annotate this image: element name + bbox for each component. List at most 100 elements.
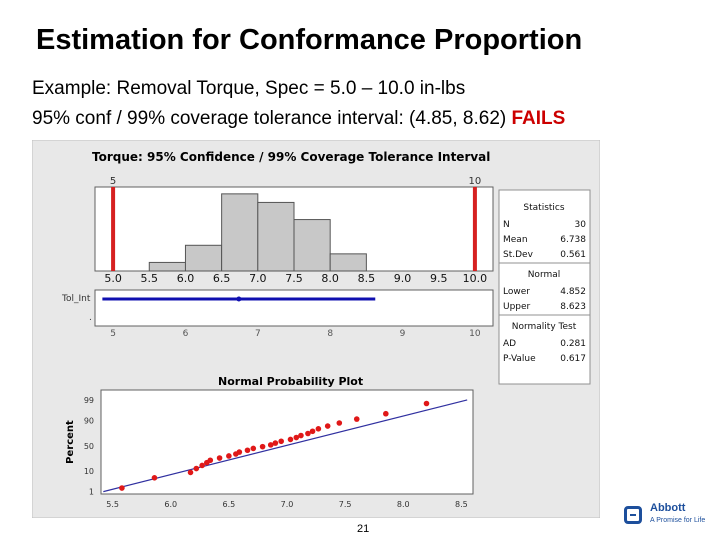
interval-panel bbox=[94, 289, 494, 327]
probability-x-tick-label: 6.0 bbox=[164, 500, 177, 509]
histogram-tick-label: 6.0 bbox=[177, 272, 195, 285]
probability-point bbox=[298, 432, 304, 439]
probability-points bbox=[119, 400, 430, 491]
tolerance-interval-statement: 95% conf / 99% coverage tolerance interv… bbox=[32, 108, 565, 130]
probability-y-tick-label: 90 bbox=[84, 417, 94, 426]
interval-tick-label: 6 bbox=[183, 329, 189, 339]
probability-point bbox=[324, 423, 331, 429]
histogram-x-ticks: 5.0 5.5 6.0 6.5 7.0 7.5 8.0 8.5 9.0 9.5 10.0 bbox=[104, 272, 487, 285]
stats-row-value: 0.561 bbox=[560, 250, 586, 260]
fit-line bbox=[103, 399, 468, 493]
probability-point bbox=[187, 469, 194, 476]
histogram-tick-label: 7.5 bbox=[285, 272, 303, 285]
histogram-tick-label: 8.5 bbox=[358, 272, 376, 285]
probability-point bbox=[226, 453, 232, 459]
statistics-table: Statistics N 30 Mean 6.738 St.Dev 0.561 Normal L… bbox=[499, 203, 590, 364]
stats-row-value: 8.623 bbox=[560, 302, 586, 312]
interval-row-label-2: . bbox=[89, 313, 92, 323]
probability-point bbox=[207, 457, 214, 464]
abbott-logo: Abbott A Promise for Life bbox=[624, 498, 706, 532]
histogram-bar bbox=[293, 219, 331, 272]
probability-x-ticks: 5.5 6.0 6.5 7.0 7.5 8.0 8.5 bbox=[106, 500, 467, 509]
stats-row-value: 6.738 bbox=[560, 235, 586, 245]
probability-y-tick-label: 1 bbox=[89, 488, 94, 497]
probability-x-tick-label: 8.5 bbox=[455, 500, 468, 509]
logo-name: Abbott bbox=[650, 502, 686, 514]
histogram-title: Torque: 95% Confidence / 99% Coverage To… bbox=[92, 150, 490, 164]
probability-point bbox=[216, 455, 223, 461]
histogram-tick-label: 9.0 bbox=[394, 272, 412, 285]
stats-row-label: St.Dev bbox=[503, 250, 534, 260]
probability-y-axis-label: Percent bbox=[65, 420, 76, 464]
stats-row-label: P-Value bbox=[503, 354, 536, 364]
probability-y-tick-label: 99 bbox=[84, 396, 94, 405]
interval-text: 95% conf / 99% coverage tolerance interv… bbox=[32, 108, 512, 129]
probability-x-tick-label: 7.0 bbox=[281, 500, 294, 509]
stats-section-header: Normal bbox=[528, 270, 561, 280]
probability-point bbox=[236, 449, 243, 455]
histogram-bar bbox=[329, 253, 367, 272]
probability-point bbox=[309, 428, 316, 435]
probability-point bbox=[336, 420, 343, 426]
probability-point bbox=[250, 445, 257, 452]
histogram-bars bbox=[148, 193, 367, 272]
probability-point bbox=[287, 436, 294, 443]
probability-x-tick-label: 5.5 bbox=[106, 500, 119, 509]
probability-point bbox=[272, 440, 279, 446]
stats-row-value: 30 bbox=[575, 220, 587, 230]
tolerance-interval-figure: Torque: 95% Confidence / 99% Coverage To… bbox=[32, 140, 600, 518]
probability-point bbox=[259, 443, 266, 450]
stats-section-header: Normality Test bbox=[512, 322, 577, 332]
probability-point bbox=[305, 430, 311, 437]
probability-point bbox=[383, 410, 389, 417]
stats-row-label: N bbox=[503, 220, 510, 230]
probability-point bbox=[353, 416, 360, 422]
interval-tick-label: 7 bbox=[255, 329, 261, 339]
stats-row-label: Mean bbox=[503, 235, 528, 245]
probability-y-tick-label: 50 bbox=[84, 442, 94, 451]
histogram-bar bbox=[148, 261, 186, 272]
page-number: 21 bbox=[357, 523, 370, 535]
stats-row-label: Lower bbox=[503, 287, 530, 297]
spec-limit-lines: 5 10 bbox=[110, 176, 481, 271]
interval-tick-label: 10 bbox=[469, 329, 481, 339]
histogram-tick-label: 5.0 bbox=[104, 272, 122, 285]
stats-row-value: 0.617 bbox=[560, 354, 586, 364]
histogram-bar bbox=[221, 193, 259, 272]
stats-row-label: AD bbox=[503, 339, 516, 349]
tolerance-interval-line bbox=[102, 296, 376, 302]
stats-row-value: 4.852 bbox=[560, 287, 586, 297]
abbott-logo-icon bbox=[624, 506, 642, 524]
interval-x-ticks: 5 6 7 8 9 10 bbox=[110, 329, 481, 339]
probability-x-tick-label: 7.5 bbox=[339, 500, 352, 509]
probability-point bbox=[244, 447, 251, 454]
stats-section-header: Statistics bbox=[523, 203, 564, 213]
spec-limit-label: 10 bbox=[469, 176, 482, 187]
probability-point bbox=[423, 400, 430, 407]
histogram-tick-label: 10.0 bbox=[463, 272, 488, 285]
histogram-tick-label: 5.5 bbox=[141, 272, 159, 285]
probability-y-ticks: 1 10 50 90 99 bbox=[84, 396, 94, 497]
example-description: Example: Removal Torque, Spec = 5.0 – 10… bbox=[32, 78, 466, 99]
stats-row-label: Upper bbox=[503, 302, 531, 312]
histogram-tick-label: 8.0 bbox=[321, 272, 339, 285]
interval-row-label: Tol_Int bbox=[61, 294, 91, 304]
interval-tick-label: 9 bbox=[400, 329, 406, 339]
spec-limit-label: 5 bbox=[110, 176, 116, 187]
probability-point bbox=[293, 434, 300, 441]
probability-x-tick-label: 6.5 bbox=[223, 500, 236, 509]
stats-row-value: 0.281 bbox=[560, 339, 586, 349]
histogram-bar bbox=[184, 244, 223, 272]
histogram-bar bbox=[257, 201, 295, 272]
histogram-tick-label: 9.5 bbox=[430, 272, 448, 285]
statistics-panel bbox=[498, 189, 591, 385]
probability-point bbox=[151, 474, 158, 481]
logo-tagline: A Promise for Life bbox=[650, 517, 706, 524]
interval-center-point bbox=[236, 296, 242, 302]
slide-title: Estimation for Conformance Proportion bbox=[36, 24, 583, 56]
histogram-tick-label: 6.5 bbox=[213, 272, 231, 285]
probability-point bbox=[193, 465, 200, 472]
probability-x-tick-label: 8.0 bbox=[397, 500, 410, 509]
histogram-tick-label: 7.0 bbox=[249, 272, 267, 285]
probability-y-tick-label: 10 bbox=[84, 467, 94, 476]
